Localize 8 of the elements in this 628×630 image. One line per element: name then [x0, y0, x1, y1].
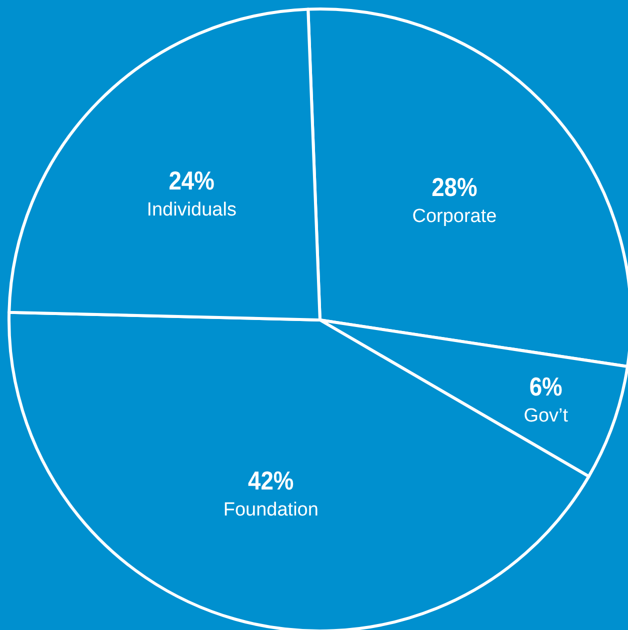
- slice-label: Gov’t: [524, 406, 569, 427]
- slice-label: Individuals: [146, 199, 236, 220]
- slice-label: Corporate: [412, 206, 497, 227]
- data-label: 24%: [168, 167, 215, 196]
- data-label: 6%: [529, 373, 563, 402]
- data-label: 42%: [248, 467, 294, 496]
- slice-label: Foundation: [223, 500, 318, 521]
- data-label: 28%: [432, 173, 478, 202]
